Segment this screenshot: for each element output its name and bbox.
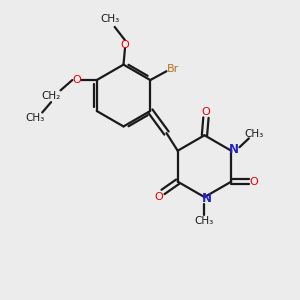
Text: CH₃: CH₃ [100, 14, 120, 24]
Text: O: O [250, 177, 259, 187]
Text: CH₂: CH₂ [41, 91, 61, 101]
Text: CH₃: CH₃ [244, 129, 264, 139]
Text: CH₃: CH₃ [195, 216, 214, 226]
Text: CH₃: CH₃ [25, 113, 44, 123]
Text: N: N [202, 192, 212, 205]
Text: O: O [121, 40, 129, 50]
Text: N: N [229, 143, 238, 156]
Text: Br: Br [167, 64, 179, 74]
Text: O: O [154, 192, 163, 202]
Text: O: O [202, 107, 210, 117]
Text: O: O [72, 75, 81, 85]
